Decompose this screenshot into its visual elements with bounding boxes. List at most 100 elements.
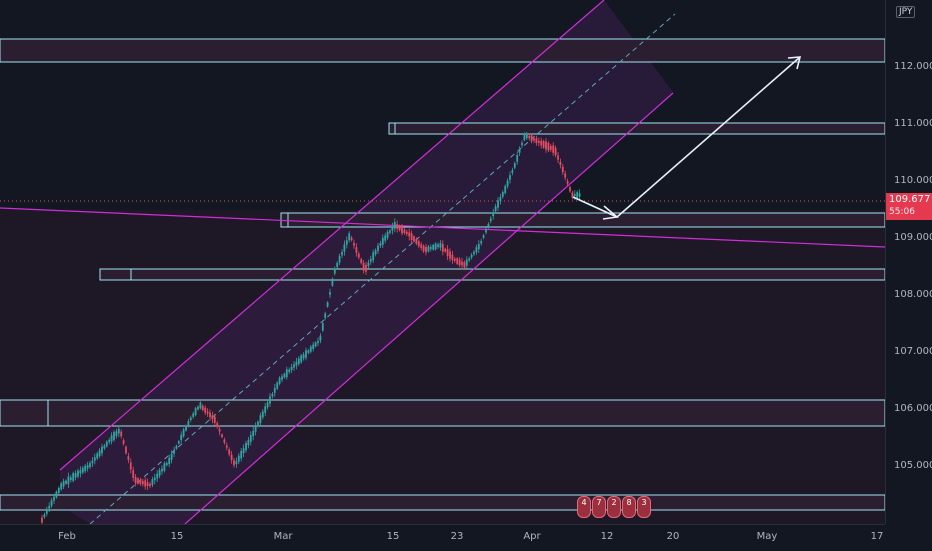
candle <box>273 384 276 397</box>
candle <box>242 444 245 457</box>
candle <box>297 356 300 367</box>
candle <box>300 353 303 364</box>
candle <box>446 245 449 261</box>
candle <box>86 461 89 472</box>
candle <box>485 227 487 235</box>
candle <box>458 257 461 268</box>
candle <box>115 428 118 439</box>
candle <box>525 131 528 140</box>
candle <box>110 432 113 445</box>
candle <box>487 222 490 229</box>
candle <box>353 239 355 249</box>
price-tick: 112.000 <box>894 61 932 72</box>
candle <box>62 478 65 490</box>
candle <box>497 197 499 211</box>
zone-106-handle[interactable] <box>0 399 49 427</box>
candle <box>468 256 471 263</box>
candle <box>463 260 466 269</box>
candle <box>540 137 543 149</box>
candle <box>578 189 581 201</box>
zone-112[interactable] <box>0 38 885 63</box>
candle <box>367 259 370 269</box>
candle <box>264 403 267 417</box>
time-tick: 20 <box>666 531 680 542</box>
event-marker[interactable]: 8 <box>622 496 636 518</box>
zone-108-handle[interactable] <box>99 268 132 281</box>
candle <box>465 256 468 269</box>
candle <box>357 251 360 260</box>
candle <box>271 391 274 399</box>
price-chart-canvas[interactable] <box>0 0 885 524</box>
last-price-label: 109.677 55:06 <box>886 193 932 220</box>
candle <box>482 233 485 240</box>
projection-arrowhead-up <box>787 56 802 70</box>
event-marker[interactable]: 7 <box>592 496 606 518</box>
channel-median-line[interactable] <box>89 13 676 524</box>
candle <box>201 404 204 412</box>
price-tick: 106.000 <box>894 403 932 414</box>
candle <box>216 421 219 429</box>
candle <box>545 138 547 153</box>
candle <box>180 431 183 444</box>
candle <box>163 461 166 473</box>
price-axis[interactable]: 112.000 111.000 110.000 109.000 108.000 … <box>885 0 932 524</box>
candle <box>146 478 149 490</box>
zone-106[interactable] <box>0 399 885 427</box>
time-axis[interactable]: Feb 15 Mar 15 23 Apr 12 20 May 17 <box>0 524 885 551</box>
candle <box>389 228 391 235</box>
projection-arrowhead-down <box>602 205 619 220</box>
zone-111-handle[interactable] <box>388 122 396 135</box>
candle <box>237 453 240 465</box>
price-tick: 111.000 <box>894 118 932 129</box>
economic-events[interactable]: 4 7 2 8 3 <box>577 496 651 518</box>
candle <box>254 422 257 436</box>
candle <box>345 236 348 249</box>
candle <box>283 372 286 379</box>
currency-badge[interactable]: JPY <box>896 6 916 18</box>
candle <box>132 466 135 482</box>
candle <box>81 466 84 475</box>
candle <box>122 438 125 446</box>
candle <box>410 230 413 243</box>
candle <box>93 453 96 465</box>
chart-pane[interactable]: 4 7 2 8 3 <box>0 0 885 524</box>
candle <box>386 229 389 240</box>
event-marker[interactable]: 2 <box>607 496 621 518</box>
candle <box>417 239 420 249</box>
candle <box>161 465 163 475</box>
candle <box>432 243 435 251</box>
candle <box>269 393 271 407</box>
event-marker[interactable]: 3 <box>637 496 651 518</box>
candle <box>288 367 291 375</box>
event-marker[interactable]: 4 <box>577 496 591 518</box>
channel-upper-line[interactable] <box>59 0 605 471</box>
candle <box>461 257 463 270</box>
candle <box>413 235 415 243</box>
candle <box>537 137 540 147</box>
channel-lower-line[interactable] <box>184 92 674 524</box>
candle <box>144 477 147 490</box>
zone-104[interactable] <box>0 494 885 511</box>
candle <box>125 445 127 455</box>
candle <box>249 431 252 446</box>
candle <box>233 457 235 468</box>
candle <box>240 447 243 462</box>
candle <box>374 248 377 257</box>
candle <box>494 203 497 214</box>
candle <box>557 151 559 164</box>
candle <box>204 405 207 415</box>
candle <box>449 248 451 262</box>
zone-108[interactable] <box>99 268 885 281</box>
candle <box>564 170 567 181</box>
candle <box>74 470 77 481</box>
projection-arrows[interactable] <box>572 56 802 220</box>
candle <box>429 244 432 252</box>
candle <box>177 440 180 445</box>
trend-line[interactable] <box>0 207 885 248</box>
candle <box>355 243 358 257</box>
candle <box>211 411 214 424</box>
candle <box>170 450 173 464</box>
candle <box>511 167 514 176</box>
candle <box>165 461 168 467</box>
